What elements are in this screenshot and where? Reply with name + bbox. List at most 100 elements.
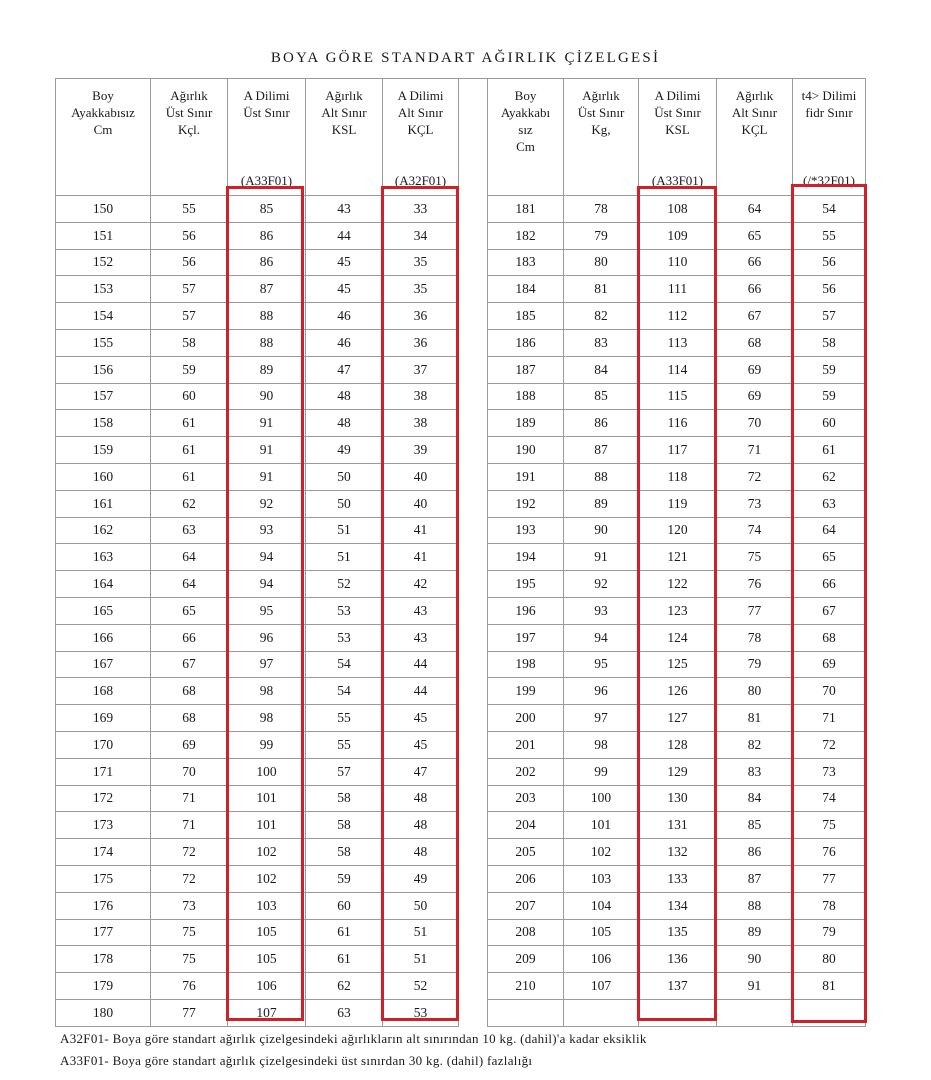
table-cell: 65 bbox=[792, 543, 866, 572]
table-cell: 44 bbox=[382, 677, 459, 706]
table-cell: 40 bbox=[382, 489, 459, 518]
table-cell: 87 bbox=[563, 436, 639, 464]
column-gap bbox=[459, 999, 488, 1026]
table-cell: 152 bbox=[55, 248, 151, 277]
table-cell: 67 bbox=[150, 650, 228, 679]
column-gap bbox=[459, 758, 488, 785]
table-cell: 135 bbox=[638, 918, 717, 947]
table-cell: 49 bbox=[382, 864, 459, 893]
table-cell: 69 bbox=[716, 382, 793, 411]
table-cell bbox=[716, 998, 793, 1027]
column-header-code: (A33F01) bbox=[651, 173, 704, 188]
table-cell: 66 bbox=[150, 623, 228, 652]
table-cell: 81 bbox=[792, 972, 866, 1000]
table-row: 167 67 97 54 44 198 95 125 79 69 bbox=[55, 650, 866, 679]
table-cell: 186 bbox=[487, 328, 564, 357]
table-row: 158 61 91 48 38 189 86 116 70 60 bbox=[55, 409, 866, 438]
table-cell: 99 bbox=[563, 757, 639, 786]
column-header: A Dilimi Üst Sınır (A33F01) bbox=[227, 78, 306, 196]
table-cell: 90 bbox=[563, 516, 639, 545]
table-cell: 35 bbox=[382, 248, 459, 277]
table-cell: 77 bbox=[792, 864, 866, 893]
column-header-code: (A32F01) bbox=[394, 173, 447, 188]
table-cell: 103 bbox=[563, 864, 639, 893]
table-row: 170 69 99 55 45 201 98 128 82 72 bbox=[55, 730, 866, 759]
table-cell: 49 bbox=[305, 436, 383, 464]
table-row: 176 73 103 60 50 207 104 134 88 78 bbox=[55, 891, 866, 920]
table-cell: 91 bbox=[716, 972, 793, 1000]
table-cell: 82 bbox=[716, 730, 793, 759]
table-cell: 77 bbox=[716, 596, 793, 625]
table-cell: 73 bbox=[792, 757, 866, 786]
table-cell: 60 bbox=[305, 891, 383, 920]
table-cell: 43 bbox=[305, 195, 383, 223]
table-cell: 118 bbox=[638, 462, 717, 491]
column-gap bbox=[459, 919, 488, 946]
table-row: 152 56 86 45 35 183 80 110 66 56 bbox=[55, 248, 866, 277]
table-row: 174 72 102 58 48 205 102 132 86 76 bbox=[55, 838, 866, 866]
table-cell: 88 bbox=[227, 302, 306, 330]
table-cell: 189 bbox=[487, 409, 564, 438]
table-cell: 91 bbox=[227, 409, 306, 438]
table-cell: 86 bbox=[227, 248, 306, 277]
table-cell: 34 bbox=[382, 221, 459, 250]
table-cell: 77 bbox=[150, 998, 228, 1027]
table-row: 178 75 105 61 51 209 106 136 90 80 bbox=[55, 945, 866, 974]
table-cell: 68 bbox=[716, 328, 793, 357]
table-cell: 188 bbox=[487, 382, 564, 411]
table-cell: 155 bbox=[55, 328, 151, 357]
table-cell: 94 bbox=[563, 623, 639, 652]
column-gap bbox=[459, 865, 488, 892]
table-cell: 74 bbox=[716, 516, 793, 545]
table-cell: 52 bbox=[382, 972, 459, 1000]
table-cell: 161 bbox=[55, 489, 151, 518]
table-cell: 62 bbox=[150, 489, 228, 518]
table-cell: 72 bbox=[150, 838, 228, 866]
table-row: 165 65 95 53 43 196 93 123 77 67 bbox=[55, 596, 866, 625]
table-cell: 61 bbox=[305, 918, 383, 947]
column-gap bbox=[459, 329, 488, 356]
table-cell: 58 bbox=[792, 328, 866, 357]
table-cell: 170 bbox=[55, 730, 151, 759]
table-cell: 130 bbox=[638, 784, 717, 813]
table-cell: 73 bbox=[716, 489, 793, 518]
table-cell: 53 bbox=[305, 596, 383, 625]
table-cell: 63 bbox=[150, 516, 228, 545]
table-cell: 181 bbox=[487, 195, 564, 223]
table-row: 168 68 98 54 44 199 96 126 80 70 bbox=[55, 677, 866, 706]
table-cell: 159 bbox=[55, 436, 151, 464]
table-cell: 205 bbox=[487, 838, 564, 866]
column-header: A Dilimi Alt Sınır KÇL (A32F01) bbox=[382, 78, 459, 196]
table-cell: 38 bbox=[382, 382, 459, 411]
table-cell: 95 bbox=[227, 596, 306, 625]
table-row: 160 61 91 50 40 191 88 118 72 62 bbox=[55, 462, 866, 491]
column-header: Boy Ayakkabısız Cm bbox=[55, 78, 151, 196]
table-cell: 78 bbox=[563, 195, 639, 223]
table-cell: 207 bbox=[487, 891, 564, 920]
table-cell: 185 bbox=[487, 302, 564, 330]
column-header-label: A Dilimi Üst Sınır KSL bbox=[654, 88, 701, 137]
table-cell: 177 bbox=[55, 918, 151, 947]
table-cell: 94 bbox=[227, 570, 306, 598]
table-cell: 68 bbox=[150, 677, 228, 706]
table-cell: 193 bbox=[487, 516, 564, 545]
table-cell: 97 bbox=[563, 704, 639, 732]
table-cell: 36 bbox=[382, 302, 459, 330]
table-cell: 46 bbox=[305, 302, 383, 330]
table-cell: 51 bbox=[305, 516, 383, 545]
column-gap bbox=[459, 731, 488, 758]
table-cell bbox=[563, 998, 639, 1027]
table-cell: 63 bbox=[305, 998, 383, 1027]
table-cell: 127 bbox=[638, 704, 717, 732]
table-cell: 51 bbox=[382, 918, 459, 947]
table-cell: 106 bbox=[227, 972, 306, 1000]
table-cell: 44 bbox=[382, 650, 459, 679]
table-cell: 187 bbox=[487, 355, 564, 384]
table-cell: 98 bbox=[227, 677, 306, 706]
table-cell: 123 bbox=[638, 596, 717, 625]
weight-table: Boy Ayakkabısız Cm Ağırlık Üst Sınır Kçl.… bbox=[55, 78, 866, 1027]
column-gap bbox=[459, 437, 488, 464]
table-cell: 70 bbox=[150, 757, 228, 786]
table-cell: 125 bbox=[638, 650, 717, 679]
table-cell: 97 bbox=[227, 650, 306, 679]
